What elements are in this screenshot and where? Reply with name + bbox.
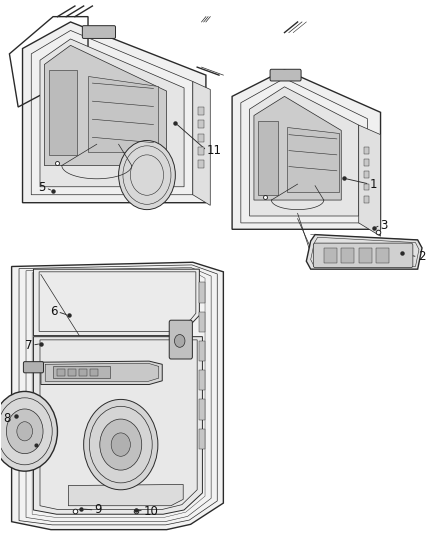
Text: 7: 7 — [25, 338, 32, 352]
Circle shape — [119, 141, 175, 209]
Text: 11: 11 — [207, 144, 222, 157]
Polygon shape — [359, 248, 372, 263]
Polygon shape — [199, 312, 205, 332]
Polygon shape — [198, 134, 204, 142]
Polygon shape — [199, 399, 205, 419]
Polygon shape — [198, 147, 204, 155]
Circle shape — [84, 399, 158, 490]
Polygon shape — [68, 368, 76, 376]
Polygon shape — [199, 429, 205, 449]
Polygon shape — [364, 147, 369, 154]
Polygon shape — [364, 171, 369, 178]
Polygon shape — [57, 368, 65, 376]
Circle shape — [7, 409, 43, 454]
Polygon shape — [364, 159, 369, 166]
Polygon shape — [254, 96, 341, 200]
Polygon shape — [33, 269, 199, 336]
Polygon shape — [198, 107, 204, 115]
Text: 9: 9 — [95, 504, 102, 516]
Polygon shape — [90, 368, 98, 376]
Text: 1: 1 — [370, 177, 377, 191]
Polygon shape — [199, 370, 205, 390]
Polygon shape — [232, 70, 381, 229]
Polygon shape — [88, 76, 158, 152]
Circle shape — [111, 433, 131, 456]
Polygon shape — [53, 367, 110, 378]
Polygon shape — [49, 70, 77, 155]
FancyBboxPatch shape — [169, 320, 192, 359]
Circle shape — [17, 422, 32, 441]
Polygon shape — [22, 22, 206, 203]
FancyBboxPatch shape — [82, 26, 116, 38]
Polygon shape — [324, 248, 337, 263]
FancyBboxPatch shape — [270, 69, 301, 81]
Polygon shape — [198, 160, 204, 168]
FancyBboxPatch shape — [313, 243, 413, 268]
Polygon shape — [68, 484, 183, 506]
Text: 2: 2 — [418, 251, 425, 263]
Polygon shape — [12, 262, 223, 530]
Circle shape — [0, 391, 57, 471]
Polygon shape — [364, 183, 369, 190]
Polygon shape — [287, 127, 339, 192]
Polygon shape — [33, 337, 202, 514]
Polygon shape — [41, 361, 162, 384]
Text: 5: 5 — [38, 181, 46, 195]
Polygon shape — [341, 248, 354, 263]
Polygon shape — [199, 282, 205, 303]
Text: 3: 3 — [381, 219, 388, 231]
Polygon shape — [250, 87, 359, 216]
Polygon shape — [40, 39, 184, 187]
Polygon shape — [199, 341, 205, 361]
Text: 6: 6 — [50, 305, 57, 318]
Polygon shape — [258, 122, 278, 195]
Polygon shape — [0, 406, 35, 459]
Text: 8: 8 — [3, 411, 11, 424]
Polygon shape — [364, 196, 369, 203]
Polygon shape — [306, 235, 422, 269]
Polygon shape — [198, 120, 204, 128]
Text: 10: 10 — [144, 505, 159, 518]
Polygon shape — [359, 125, 381, 236]
Circle shape — [100, 419, 142, 470]
Polygon shape — [79, 368, 87, 376]
Polygon shape — [193, 82, 210, 205]
Circle shape — [174, 335, 185, 348]
Polygon shape — [376, 248, 389, 263]
Polygon shape — [45, 364, 159, 381]
FancyBboxPatch shape — [23, 362, 43, 373]
Polygon shape — [44, 45, 166, 165]
